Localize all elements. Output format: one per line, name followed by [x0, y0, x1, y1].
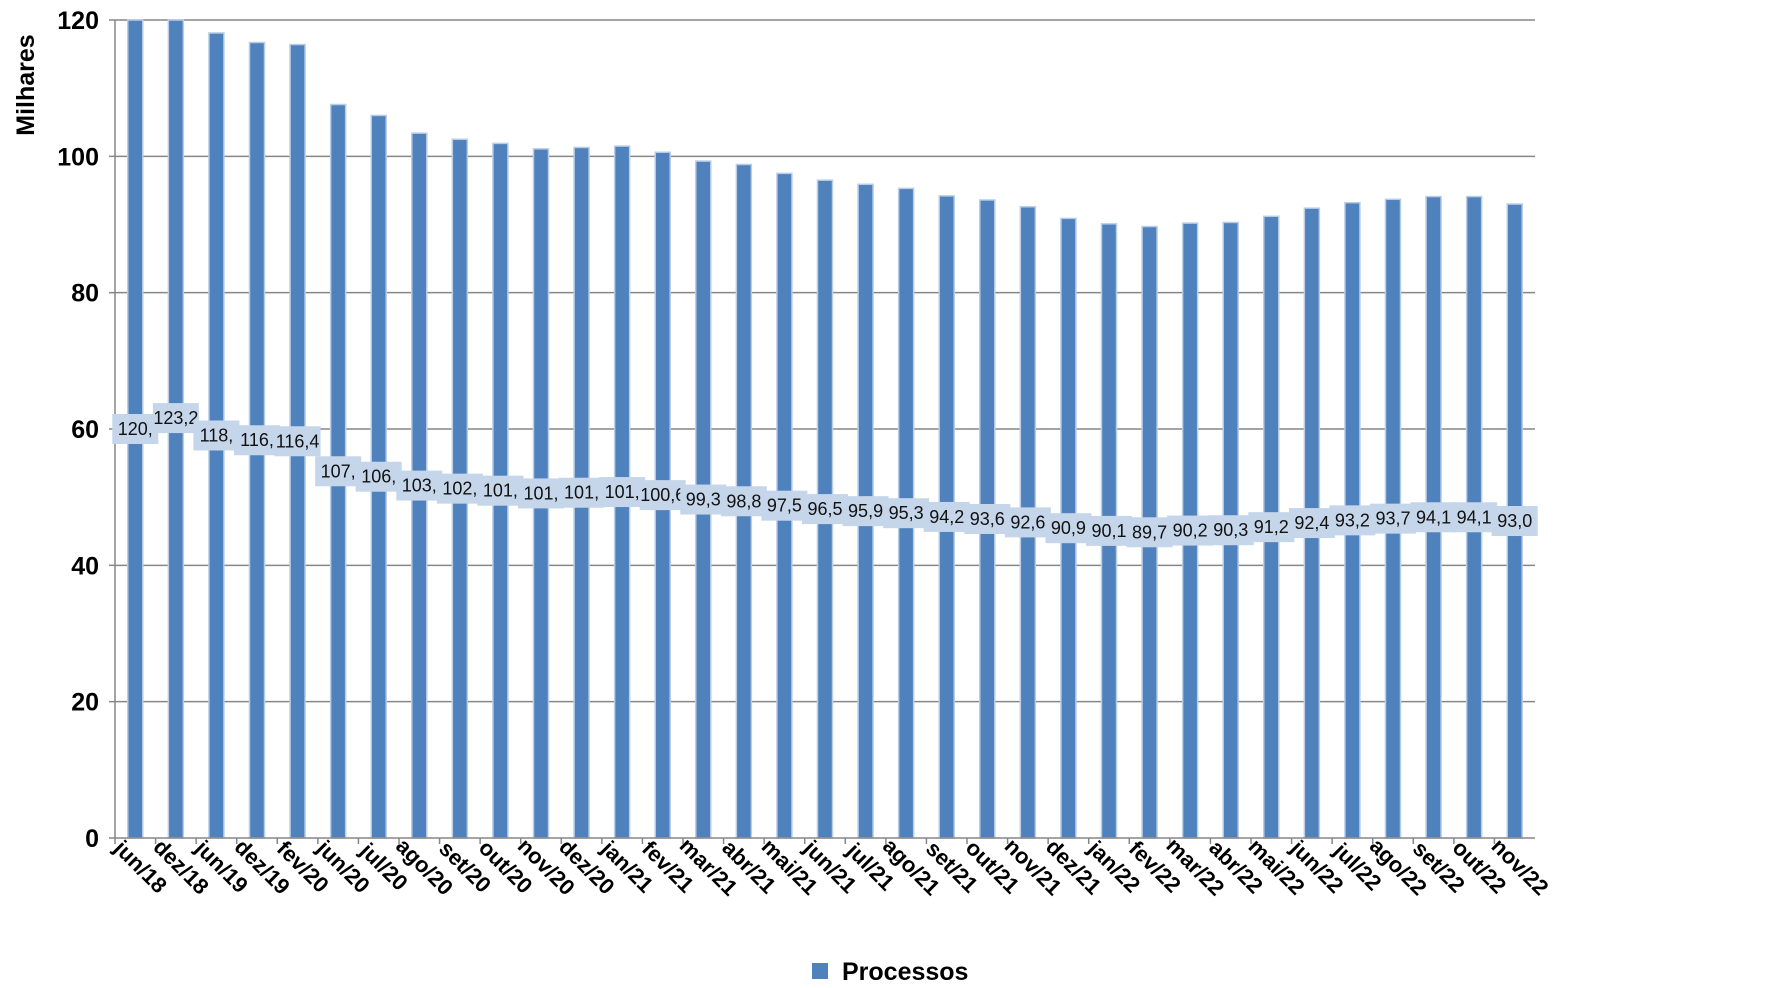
data-label: 106, [361, 467, 396, 487]
legend-swatch [812, 963, 828, 979]
data-label: 96,5 [807, 499, 842, 519]
data-label-box [477, 475, 524, 506]
bars [127, 19, 1523, 839]
data-label: 120, [118, 419, 153, 439]
data-label: 94,1 [1457, 507, 1492, 527]
data-label-box [1329, 505, 1376, 536]
data-label: 93,2 [1335, 510, 1370, 530]
data-label: 100,6 [640, 485, 685, 505]
data-label-box [558, 477, 605, 508]
data-label-box [639, 480, 686, 511]
data-label: 93,7 [1375, 509, 1410, 529]
data-label-box [680, 484, 727, 515]
data-label-box [1370, 503, 1416, 534]
data-label-box [1086, 515, 1132, 546]
data-label-box [883, 498, 930, 529]
data-label: 90,9 [1051, 518, 1086, 538]
data-label: 95,3 [889, 503, 924, 523]
data-label-box [1248, 512, 1295, 543]
data-label-box [1288, 508, 1335, 539]
data-label-box [1045, 513, 1092, 544]
data-label-box [923, 501, 970, 532]
data-label-box [315, 456, 362, 487]
data-label-box [1167, 515, 1214, 546]
data-label: 97,5 [767, 496, 802, 516]
data-label: 101, [523, 483, 558, 503]
data-label-box [274, 426, 321, 457]
data-label-box [193, 420, 240, 451]
data-label-box [964, 503, 1011, 534]
data-label-box [1451, 502, 1498, 533]
data-label-box [1491, 506, 1538, 537]
data-label: 95,9 [848, 501, 883, 521]
data-label: 90,1 [1091, 521, 1126, 541]
y-axis-title: Milhares [12, 34, 40, 135]
data-label: 107, [321, 461, 356, 481]
data-label-box [720, 486, 767, 517]
data-label-box [1004, 507, 1051, 538]
y-tick-label: 100 [57, 143, 99, 171]
data-label-box [1207, 515, 1254, 546]
data-label: 123,2 [153, 408, 198, 428]
legend: Processos [812, 958, 968, 986]
data-label: 93,0 [1497, 511, 1532, 531]
data-label: 91,2 [1254, 517, 1289, 537]
data-label-box [234, 425, 280, 456]
legend-label: Processos [842, 958, 968, 986]
x-tick-labels: jun/18dez/18jun/19dez/19fev/20jun/20jul/… [109, 833, 1554, 901]
y-tick-label: 120 [57, 7, 99, 35]
data-label: 90,3 [1213, 520, 1248, 540]
data-label: 94,2 [929, 507, 964, 527]
data-label: 101, [605, 482, 640, 502]
data-label: 92,6 [1010, 512, 1045, 532]
y-tick-label: 60 [71, 416, 99, 444]
data-label: 92,4 [1294, 513, 1329, 533]
data-label-box [112, 414, 159, 444]
data-label: 118, [200, 425, 234, 445]
y-tick-labels: 0 20 40 60 80 100 120 [57, 7, 99, 853]
y-tick-label: 0 [85, 825, 99, 853]
data-label-box [599, 477, 646, 508]
data-label-box [396, 470, 443, 501]
data-label: 116,4 [276, 431, 320, 451]
data-label-box [436, 473, 483, 504]
data-label: 94,1 [1416, 507, 1451, 527]
data-label-box [355, 461, 402, 492]
data-label: 98,8 [726, 491, 761, 511]
data-label: 89,7 [1132, 522, 1167, 542]
data-label-box [1410, 502, 1457, 533]
y-tick-label: 40 [71, 552, 99, 580]
data-label: 116, [240, 430, 274, 450]
data-label: 101, [564, 483, 599, 503]
data-label: 90,2 [1173, 521, 1208, 541]
data-label: 93,6 [970, 509, 1005, 529]
data-label: 102, [442, 479, 477, 499]
data-label: 103, [402, 476, 437, 496]
data-label-box [802, 494, 848, 525]
data-label-box [152, 403, 199, 434]
data-label-box [518, 478, 564, 509]
data-label: 99,3 [686, 490, 721, 510]
data-label-box [842, 496, 889, 527]
data-label-box [761, 490, 808, 521]
data-label: 101, [483, 481, 518, 501]
y-tick-label: 20 [71, 689, 99, 717]
data-label-box [1126, 517, 1173, 548]
y-tick-label: 80 [71, 280, 99, 308]
